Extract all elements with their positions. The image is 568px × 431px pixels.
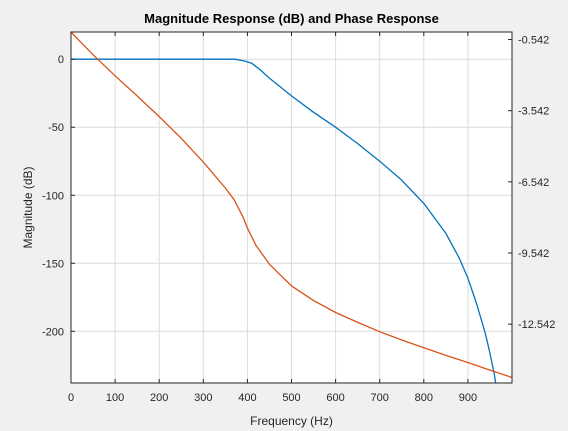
grid [70, 32, 512, 383]
x-tick-label: 0 [68, 392, 74, 404]
y-right-tick-label: -0.542 [518, 35, 549, 47]
x-tick-label: 800 [415, 392, 433, 404]
x-tick-label: 700 [371, 392, 389, 404]
x-axis-label: Frequency (Hz) [250, 414, 333, 428]
x-tick-label: 200 [150, 392, 168, 404]
phase-series-line [71, 32, 512, 379]
x-tick-label: 600 [326, 392, 344, 404]
ticks: 0 100 200 300 400 500 600 700 800 900 0 -50 -100 -150… [42, 32, 555, 404]
y-right-tick-label: -6.542 [518, 177, 549, 189]
chart-title: Magnitude Response (dB) and Phase Respon… [144, 11, 439, 26]
x-tick-label: 500 [282, 392, 300, 404]
y-left-tick-label: 0 [58, 54, 64, 66]
y-left-tick-label: -100 [42, 190, 64, 202]
y-left-tick-label: -50 [48, 122, 64, 134]
magnitude-series-line [71, 58, 497, 383]
y-right-tick-label: -12.542 [518, 319, 555, 331]
y-right-tick-label: -3.542 [518, 106, 549, 118]
x-tick-label: 400 [238, 392, 256, 404]
x-tick-label: 300 [194, 392, 212, 404]
series-layer [71, 32, 512, 383]
y-right-tick-label: -9.542 [518, 248, 549, 260]
y-axis-label: Magnitude (dB) [21, 166, 35, 248]
y-left-tick-label: -200 [42, 326, 64, 338]
x-tick-label: 900 [459, 392, 477, 404]
x-tick-label: 100 [106, 392, 124, 404]
y-left-tick-label: -150 [42, 258, 64, 270]
